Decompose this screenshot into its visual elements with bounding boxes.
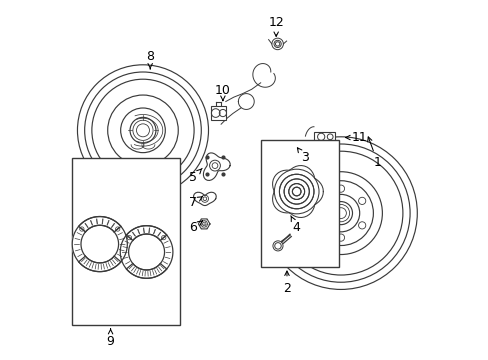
Text: 5: 5 [189,168,202,184]
Bar [260,140,338,267]
Text: 7: 7 [189,196,202,209]
Text: 6: 6 [189,221,202,234]
Text: 2: 2 [283,271,290,294]
Text: 11: 11 [345,131,367,144]
Text: 8: 8 [146,50,154,69]
Bar [72,158,180,325]
Polygon shape [72,217,121,271]
Polygon shape [203,153,230,180]
Polygon shape [120,226,166,278]
Text: 12: 12 [268,16,284,36]
Text: 3: 3 [297,148,308,164]
Polygon shape [193,192,216,206]
Bar [313,132,334,141]
Text: 1: 1 [367,137,381,169]
Bar [210,106,226,120]
Polygon shape [126,226,173,278]
Text: 10: 10 [215,84,230,100]
Text: 4: 4 [290,216,300,234]
Polygon shape [272,166,323,217]
Polygon shape [79,217,127,271]
Text: 9: 9 [106,329,114,348]
Polygon shape [198,219,209,229]
